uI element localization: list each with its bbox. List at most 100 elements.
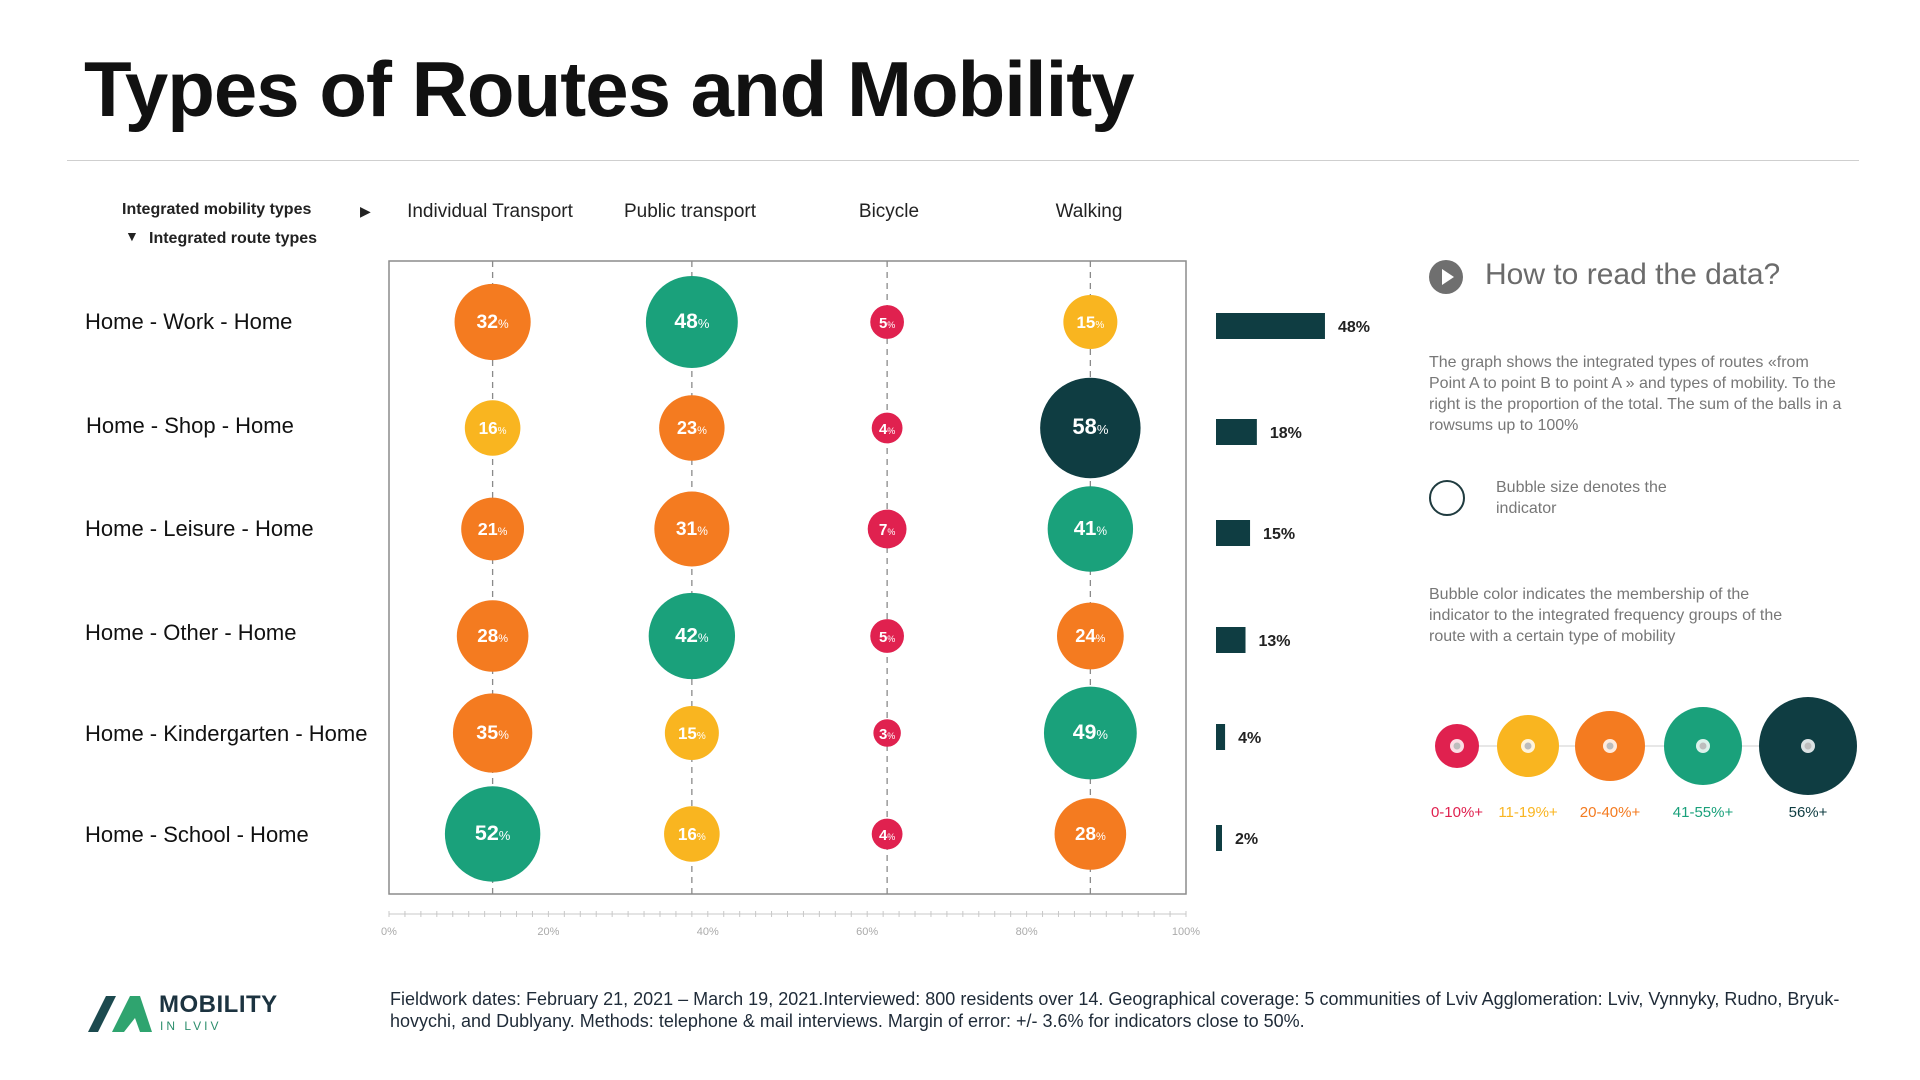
bubble-value-label: 16% bbox=[678, 825, 706, 844]
bubble bbox=[464, 400, 521, 456]
legend-label-20-40: 20-40%+ bbox=[1579, 804, 1641, 821]
share-bar-label: 18% bbox=[1270, 425, 1302, 442]
share-bar-label: 2% bbox=[1235, 831, 1258, 848]
bubble bbox=[870, 305, 904, 339]
bubble bbox=[1047, 486, 1134, 572]
bubble-value-label: 23% bbox=[677, 418, 707, 438]
legend-label-11-19: 11-19%+ bbox=[1498, 804, 1558, 821]
bubble bbox=[648, 592, 736, 680]
x-axis-tick-label: 0% bbox=[381, 926, 397, 938]
share-bar-label: 13% bbox=[1259, 633, 1291, 650]
share-bar bbox=[1216, 313, 1325, 339]
bubble-size-ring-icon bbox=[1429, 480, 1465, 516]
logo-text: MOBILITY bbox=[159, 991, 278, 1018]
right-arrow-icon: ▶ bbox=[360, 203, 371, 219]
share-bar bbox=[1216, 825, 1222, 851]
x-axis-tick-label: 20% bbox=[537, 926, 559, 938]
bubble-value-label: 3% bbox=[879, 726, 895, 743]
mobility-logo-icon bbox=[88, 996, 152, 1032]
bubble-value-label: 52% bbox=[475, 821, 511, 845]
legend-bubble-dot bbox=[1524, 742, 1532, 750]
legend-bubble-dot bbox=[1453, 742, 1461, 750]
bubble-color-note: Bubble color indicates the membership of… bbox=[1429, 586, 1783, 645]
column-header-public: Public transport bbox=[623, 201, 757, 222]
legend-label-41-55: 41-55%+ bbox=[1672, 804, 1734, 821]
bubble-value-label: 32% bbox=[477, 311, 510, 333]
bubble-value-label: 28% bbox=[477, 625, 508, 646]
legend-bubble-dot bbox=[1699, 742, 1707, 750]
bubble bbox=[645, 276, 738, 368]
bubble-value-label: 15% bbox=[1076, 313, 1104, 332]
page-title: Types of Routes and Mobility bbox=[84, 45, 1135, 133]
x-axis-tick-label: 40% bbox=[697, 926, 719, 938]
bubble bbox=[873, 719, 901, 747]
bubble-value-label: 21% bbox=[478, 519, 508, 539]
share-bar-label: 48% bbox=[1338, 319, 1370, 336]
bubble-value-label: 31% bbox=[676, 519, 708, 540]
bubble bbox=[444, 786, 541, 882]
bubble-value-label: 49% bbox=[1073, 721, 1109, 744]
header-route-types: Integrated route types bbox=[149, 230, 318, 247]
bubble-value-label: 16% bbox=[479, 419, 507, 438]
bubble bbox=[654, 491, 730, 567]
bubble-value-label: 42% bbox=[675, 624, 709, 647]
column-header-individual: Individual Transport bbox=[407, 201, 573, 222]
x-axis-tick-label: 60% bbox=[856, 926, 878, 938]
bubble-size-note: Bubble size denotes the indicator bbox=[1496, 479, 1667, 517]
column-header-walking: Walking bbox=[1055, 201, 1123, 222]
row-label-kindergarten: Home - Kindergarten - Home bbox=[85, 721, 368, 746]
play-icon bbox=[1429, 260, 1463, 294]
bubble bbox=[664, 806, 720, 862]
bubble bbox=[664, 705, 719, 761]
bubble bbox=[452, 693, 533, 773]
share-bar bbox=[1216, 419, 1257, 445]
row-label-work: Home - Work - Home bbox=[85, 309, 293, 334]
bubble-value-label: 28% bbox=[1075, 823, 1106, 844]
bubble-value-label: 5% bbox=[879, 315, 895, 332]
howto-description: The graph shows the integrated types of … bbox=[1429, 354, 1842, 434]
bubble bbox=[1063, 294, 1118, 350]
row-label-other: Home - Other - Home bbox=[85, 620, 297, 645]
footer-methodology: Fieldwork dates: February 21, 2021 – Mar… bbox=[390, 989, 1840, 1031]
bubble-value-label: 4% bbox=[879, 421, 895, 438]
share-bar bbox=[1216, 627, 1246, 653]
down-arrow-icon: ▼ bbox=[125, 228, 139, 244]
bubble-value-label: 48% bbox=[674, 310, 709, 333]
bubble-value-label: 7% bbox=[879, 522, 896, 539]
row-label-leisure: Home - Leisure - Home bbox=[85, 516, 314, 541]
logo-subtext: IN LVIV bbox=[160, 1019, 222, 1033]
header-mobility-types: Integrated mobility types bbox=[122, 201, 312, 218]
bubble bbox=[461, 497, 525, 561]
bubble bbox=[1054, 798, 1127, 870]
share-bar bbox=[1216, 724, 1226, 750]
x-axis-tick-label: 80% bbox=[1016, 926, 1038, 938]
bubble bbox=[1056, 602, 1124, 670]
share-bar-label: 4% bbox=[1238, 730, 1261, 747]
x-axis-tick-label: 100% bbox=[1172, 926, 1200, 938]
bubble bbox=[456, 600, 529, 672]
howto-title: How to read the data? bbox=[1485, 258, 1781, 291]
bubble bbox=[870, 619, 904, 653]
bubble bbox=[659, 395, 725, 461]
bubble-value-label: 15% bbox=[678, 724, 706, 743]
legend-bubble-dot bbox=[1606, 742, 1614, 750]
share-bar-label: 15% bbox=[1263, 526, 1295, 543]
bubble bbox=[1043, 686, 1137, 780]
bubble bbox=[871, 412, 903, 444]
bubble-value-label: 41% bbox=[1074, 518, 1108, 540]
title-divider bbox=[67, 160, 1859, 161]
bubble-value-label: 58% bbox=[1072, 414, 1108, 439]
bubble bbox=[867, 509, 907, 549]
chart-frame bbox=[388, 260, 1187, 895]
row-label-shop: Home - Shop - Home bbox=[86, 413, 294, 438]
column-header-bicycle: Bicycle bbox=[858, 201, 920, 222]
bubble bbox=[871, 818, 903, 850]
bubble-value-label: 4% bbox=[879, 827, 895, 844]
bubble bbox=[454, 283, 531, 361]
bubble-value-label: 5% bbox=[879, 629, 895, 646]
bubble-value-label: 35% bbox=[476, 722, 509, 744]
legend-label-56: 56%+ bbox=[1788, 804, 1828, 821]
legend-label-0-10: 0-10%+ bbox=[1430, 804, 1484, 821]
bubble bbox=[1040, 377, 1141, 479]
